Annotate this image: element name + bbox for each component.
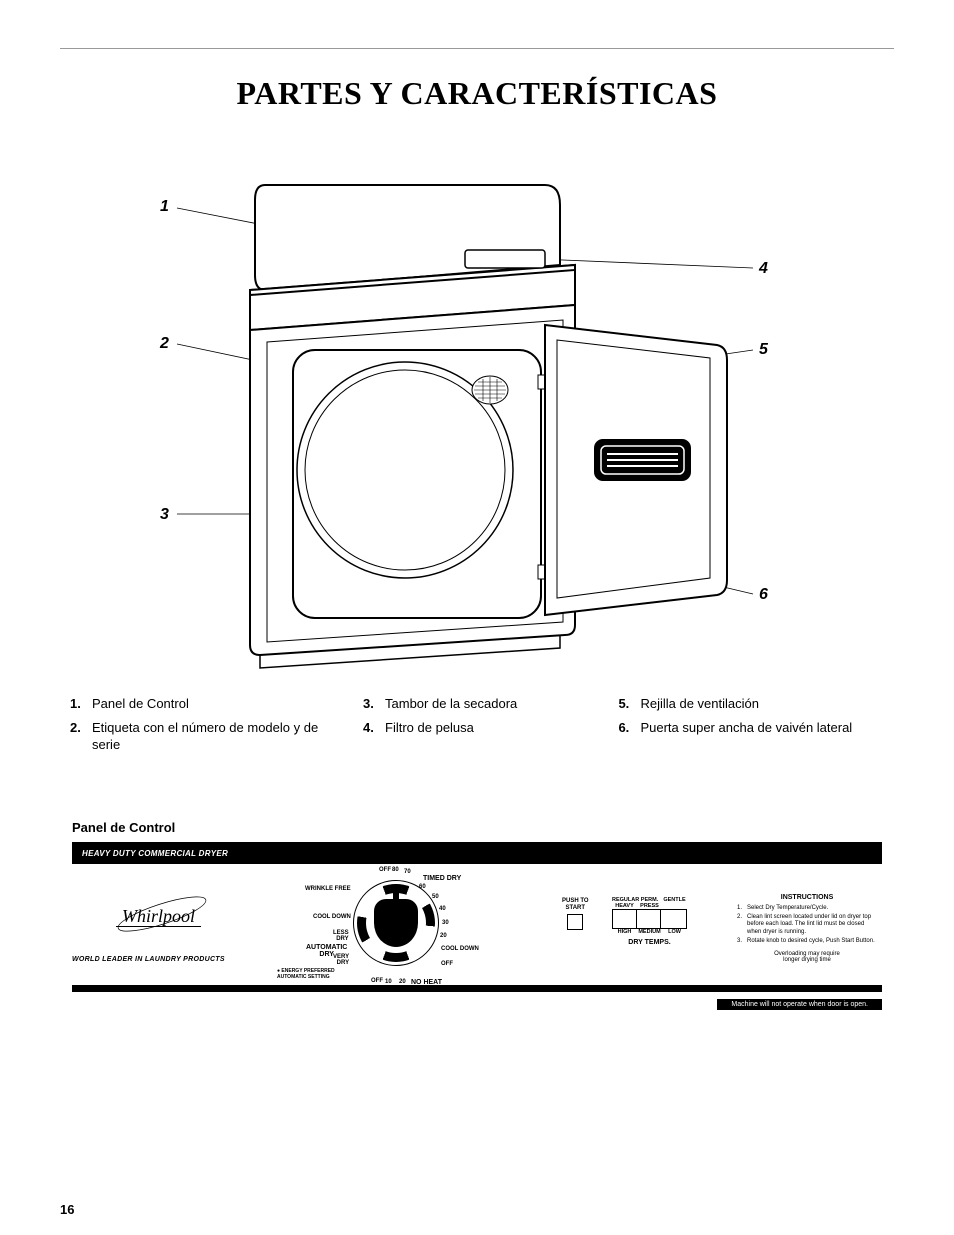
callout-6: 6 xyxy=(759,586,768,604)
instr-num: 3. xyxy=(737,938,747,945)
dry-temps: REGULAR HEAVY PERM. PRESS GENTLE HIGH ME… xyxy=(612,897,687,946)
part-text: Filtro de pelusa xyxy=(385,719,474,737)
instructions-title: INSTRUCTIONS xyxy=(737,894,877,901)
brand-underline xyxy=(116,926,201,927)
temp-bot-label: MEDIUM xyxy=(637,929,662,935)
instr-text: Select Dry Temperature/Cycle. xyxy=(747,905,828,912)
dial-label: AUTOMATIC DRY xyxy=(306,944,347,958)
dial-label: NO HEAT xyxy=(411,979,442,986)
part-text: Puerta super ancha de vaivén lateral xyxy=(640,719,852,737)
part-row: 4. Filtro de pelusa xyxy=(363,719,588,737)
panel-header-bar: HEAVY DUTY COMMERCIAL DRYER xyxy=(72,843,882,864)
top-rule xyxy=(60,48,894,49)
temp-bot-label: LOW xyxy=(662,929,687,935)
dial-label: COOL DOWN xyxy=(441,946,479,952)
dial-label: OFF xyxy=(379,867,391,873)
instr-num: 2. xyxy=(737,914,747,936)
part-num: 4. xyxy=(363,719,385,737)
part-row: 2. Etiqueta con el número de modelo y de… xyxy=(70,719,333,754)
callout-5: 5 xyxy=(759,341,768,359)
page-number: 16 xyxy=(60,1202,74,1217)
dial-label: ● ENERGY PREFERRED AUTOMATIC SETTING xyxy=(277,968,347,980)
part-text: Etiqueta con el número de modelo y de se… xyxy=(92,719,333,754)
part-num: 1. xyxy=(70,695,92,713)
instr-note: Overloading may require longer drying ti… xyxy=(737,951,877,963)
part-text: Tambor de la secadora xyxy=(385,695,517,713)
dial-label: LESS DRY xyxy=(333,930,349,942)
part-row: 3. Tambor de la secadora xyxy=(363,695,588,713)
callout-2: 2 xyxy=(160,335,169,353)
push-start-button-icon xyxy=(567,914,583,930)
dial-label: 70 xyxy=(404,869,411,875)
temp-top-label: GENTLE xyxy=(662,897,687,909)
part-text: Panel de Control xyxy=(92,695,189,713)
dial-label: 50 xyxy=(432,894,439,900)
part-text: Rejilla de ventilación xyxy=(640,695,759,713)
callout-3: 3 xyxy=(160,506,169,524)
dial-label: 80 xyxy=(392,867,399,873)
dryer-diagram: 1 2 3 4 5 6 xyxy=(145,170,785,670)
dial-label: 20 xyxy=(399,979,406,985)
temp-cell xyxy=(613,910,637,928)
dial-label: 10 xyxy=(385,979,392,985)
callout-4: 4 xyxy=(759,260,768,278)
temp-top-label: REGULAR HEAVY xyxy=(612,897,637,909)
control-panel: HEAVY DUTY COMMERCIAL DRYER Whirlpool WO… xyxy=(72,842,882,992)
dry-temps-title: DRY TEMPS. xyxy=(612,939,687,946)
panel-footer: Machine will not operate when door is op… xyxy=(717,999,882,1010)
brand-tagline: WORLD LEADER IN LAUNDRY PRODUCTS xyxy=(72,956,225,963)
instructions: INSTRUCTIONS 1.Select Dry Temperature/Cy… xyxy=(737,894,877,963)
dial-label: 30 xyxy=(442,920,449,926)
part-row: 6. Puerta super ancha de vaivén lateral xyxy=(618,719,894,737)
instr-text: Rotate knob to desired cycle, Push Start… xyxy=(747,938,875,945)
dial-label: TIMED DRY xyxy=(423,875,461,882)
page-title: PARTES Y CARACTERÍSTICAS xyxy=(0,75,954,112)
part-row: 1. Panel de Control xyxy=(70,695,333,713)
dial-label: 40 xyxy=(439,906,446,912)
push-start-label: PUSH TO START xyxy=(562,898,589,911)
parts-list: 1. Panel de Control 2. Etiqueta con el n… xyxy=(70,695,894,760)
dial-label: OFF xyxy=(441,961,453,967)
temp-cell xyxy=(637,910,661,928)
dial-label: 20 xyxy=(440,933,447,939)
part-num: 2. xyxy=(70,719,92,754)
temp-bot-label: HIGH xyxy=(612,929,637,935)
dial-label: COOL DOWN xyxy=(313,914,351,920)
callout-1: 1 xyxy=(160,198,169,216)
temp-top-label: PERM. PRESS xyxy=(637,897,662,909)
part-num: 5. xyxy=(618,695,640,713)
dial-label: 60 xyxy=(419,884,426,890)
part-num: 3. xyxy=(363,695,385,713)
dial-label: OFF xyxy=(371,978,383,984)
push-to-start: PUSH TO START xyxy=(562,898,589,930)
temp-cell xyxy=(661,910,685,928)
cycle-dial: OFF 80 70 TIMED DRY 60 50 40 30 20 COOL … xyxy=(319,866,474,988)
panel-subhead: Panel de Control xyxy=(72,820,175,835)
instr-text: Clean lint screen located under lid on d… xyxy=(747,914,877,936)
part-row: 5. Rejilla de ventilación xyxy=(618,695,894,713)
part-num: 6. xyxy=(618,719,640,737)
dial-label: WRINKLE FREE xyxy=(305,886,351,892)
instr-num: 1. xyxy=(737,905,747,912)
